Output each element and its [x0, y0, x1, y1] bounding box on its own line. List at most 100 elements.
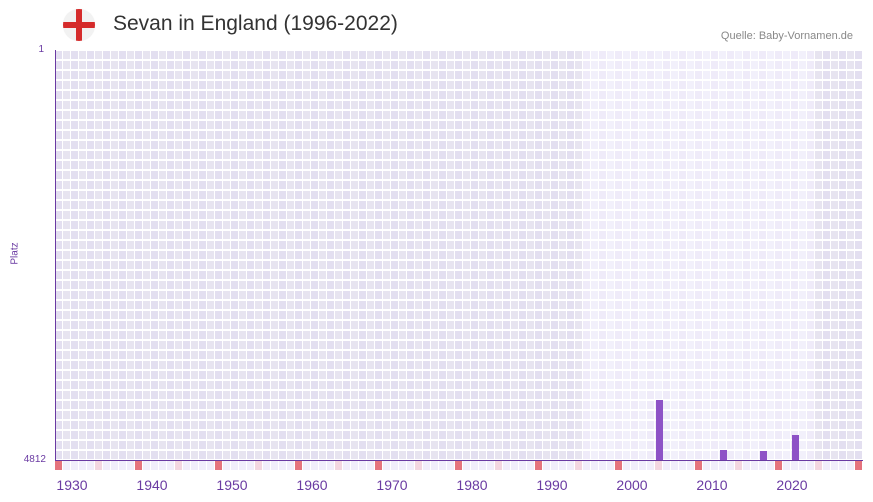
- year-marker: [71, 461, 78, 470]
- grid-column: [79, 50, 87, 460]
- grid-column: [583, 50, 591, 460]
- year-marker: [63, 461, 70, 470]
- year-marker: [551, 461, 558, 470]
- year-marker: [183, 461, 190, 470]
- x-tick-label: 1970: [376, 477, 408, 493]
- year-marker: [807, 461, 814, 470]
- grid-column: [359, 50, 367, 460]
- year-marker: [831, 461, 838, 470]
- year-marker: [823, 461, 830, 470]
- grid-column: [679, 50, 687, 460]
- x-tick-label: 1960: [296, 477, 328, 493]
- year-marker: [175, 461, 182, 470]
- grid-column: [535, 50, 543, 460]
- grid-column: [247, 50, 255, 460]
- grid-column: [831, 50, 839, 460]
- year-marker: [335, 461, 342, 470]
- year-marker: [239, 461, 246, 470]
- year-marker: [679, 461, 686, 470]
- grid-column: [463, 50, 471, 460]
- grid-column: [551, 50, 559, 460]
- grid-column: [127, 50, 135, 460]
- year-marker: [383, 461, 390, 470]
- year-marker: [119, 461, 126, 470]
- grid-column: [511, 50, 519, 460]
- grid-column: [199, 50, 207, 460]
- grid-column: [263, 50, 271, 460]
- grid-column: [207, 50, 215, 460]
- grid-column: [815, 50, 823, 460]
- year-marker: [191, 461, 198, 470]
- year-marker: [55, 461, 62, 470]
- year-marker: [735, 461, 742, 470]
- grid-column: [455, 50, 463, 460]
- y-axis-title: Platz: [9, 242, 21, 265]
- grid-column: [703, 50, 711, 460]
- bar-2011[interactable]: [720, 450, 727, 460]
- grid-column: [295, 50, 303, 460]
- year-marker: [327, 461, 334, 470]
- grid-column: [751, 50, 759, 460]
- year-marker: [839, 461, 846, 470]
- grid-column: [663, 50, 671, 460]
- year-marker: [767, 461, 774, 470]
- year-marker: [375, 461, 382, 470]
- year-marker: [391, 461, 398, 470]
- year-marker: [687, 461, 694, 470]
- grid-column: [143, 50, 151, 460]
- year-marker: [503, 461, 510, 470]
- year-marker: [623, 461, 630, 470]
- grid-column: [775, 50, 783, 460]
- bar-2020[interactable]: [792, 435, 799, 460]
- year-marker: [111, 461, 118, 470]
- grid-column: [367, 50, 375, 460]
- year-marker: [143, 461, 150, 470]
- year-marker: [295, 461, 302, 470]
- grid-column: [671, 50, 679, 460]
- grid-column: [471, 50, 479, 460]
- year-marker: [775, 461, 782, 470]
- year-marker: [351, 461, 358, 470]
- grid-column: [487, 50, 495, 460]
- bar-2016[interactable]: [760, 451, 767, 460]
- year-marker: [303, 461, 310, 470]
- source-label[interactable]: Quelle: Baby-Vornamen.de: [720, 30, 853, 42]
- year-marker: [135, 461, 142, 470]
- year-marker: [575, 461, 582, 470]
- year-marker: [751, 461, 758, 470]
- grid-column: [615, 50, 623, 460]
- year-marker: [599, 461, 606, 470]
- y-axis-line: [55, 50, 56, 461]
- year-marker: [223, 461, 230, 470]
- grid-column: [447, 50, 455, 460]
- year-marker: [695, 461, 702, 470]
- grid-column: [391, 50, 399, 460]
- grid-column: [543, 50, 551, 460]
- bar-2003[interactable]: [656, 400, 663, 460]
- year-marker: [615, 461, 622, 470]
- grid-column: [567, 50, 575, 460]
- year-marker: [543, 461, 550, 470]
- grid-column: [87, 50, 95, 460]
- grid-column: [823, 50, 831, 460]
- year-marker: [479, 461, 486, 470]
- grid-column: [311, 50, 319, 460]
- year-marker: [703, 461, 710, 470]
- x-tick-label: 1980: [456, 477, 488, 493]
- year-marker: [487, 461, 494, 470]
- grid-column: [807, 50, 815, 460]
- grid-column: [223, 50, 231, 460]
- year-marker: [607, 461, 614, 470]
- x-tick-label: 1940: [136, 477, 168, 493]
- year-marker: [439, 461, 446, 470]
- year-marker: [855, 461, 862, 470]
- year-marker: [199, 461, 206, 470]
- grid-column: [711, 50, 719, 460]
- year-marker: [783, 461, 790, 470]
- year-marker: [791, 461, 798, 470]
- year-marker: [527, 461, 534, 470]
- year-marker: [559, 461, 566, 470]
- year-marker: [415, 461, 422, 470]
- grid-column: [375, 50, 383, 460]
- x-tick-label: 2010: [696, 477, 728, 493]
